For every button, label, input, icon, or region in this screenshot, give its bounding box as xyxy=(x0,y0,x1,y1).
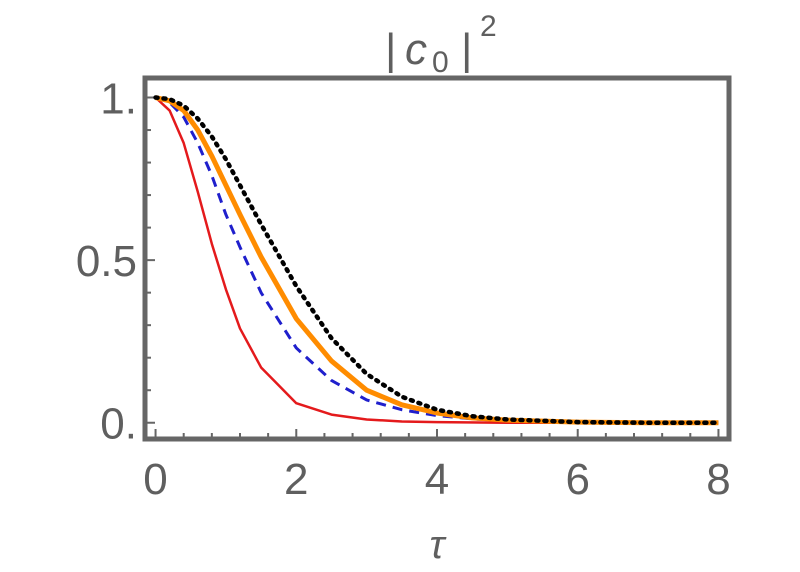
x-tick-label: 0 xyxy=(143,455,167,504)
x-tick-label: 6 xyxy=(565,455,589,504)
x-tick-label: 2 xyxy=(284,455,308,504)
title-open-bar: | xyxy=(385,25,396,74)
x-axis-label: τ xyxy=(430,523,448,567)
y-tick-label: 0.5 xyxy=(76,237,137,286)
series-line-1 xyxy=(154,96,719,424)
series-line-2 xyxy=(155,96,719,425)
y-tick-labels: 0. 0.5 1. xyxy=(76,75,137,449)
x-tick-label: 8 xyxy=(706,455,730,504)
series-line-4 xyxy=(153,95,721,425)
y-tick-label: 0. xyxy=(100,400,137,449)
series-line-3 xyxy=(154,95,719,426)
series-group xyxy=(153,95,721,426)
x-tick-labels: 0 2 4 6 8 xyxy=(143,455,730,504)
chart-title: | c 0 | 2 xyxy=(385,10,497,79)
title-subscript: 0 xyxy=(432,46,449,79)
plot-frame xyxy=(142,75,732,442)
axis-ticks xyxy=(145,96,720,439)
title-close-bar: | xyxy=(461,25,472,74)
title-superscript: 2 xyxy=(480,10,497,43)
y-tick-label: 1. xyxy=(100,75,137,124)
x-tick-label: 4 xyxy=(425,455,449,504)
title-symbol: c xyxy=(405,25,427,74)
